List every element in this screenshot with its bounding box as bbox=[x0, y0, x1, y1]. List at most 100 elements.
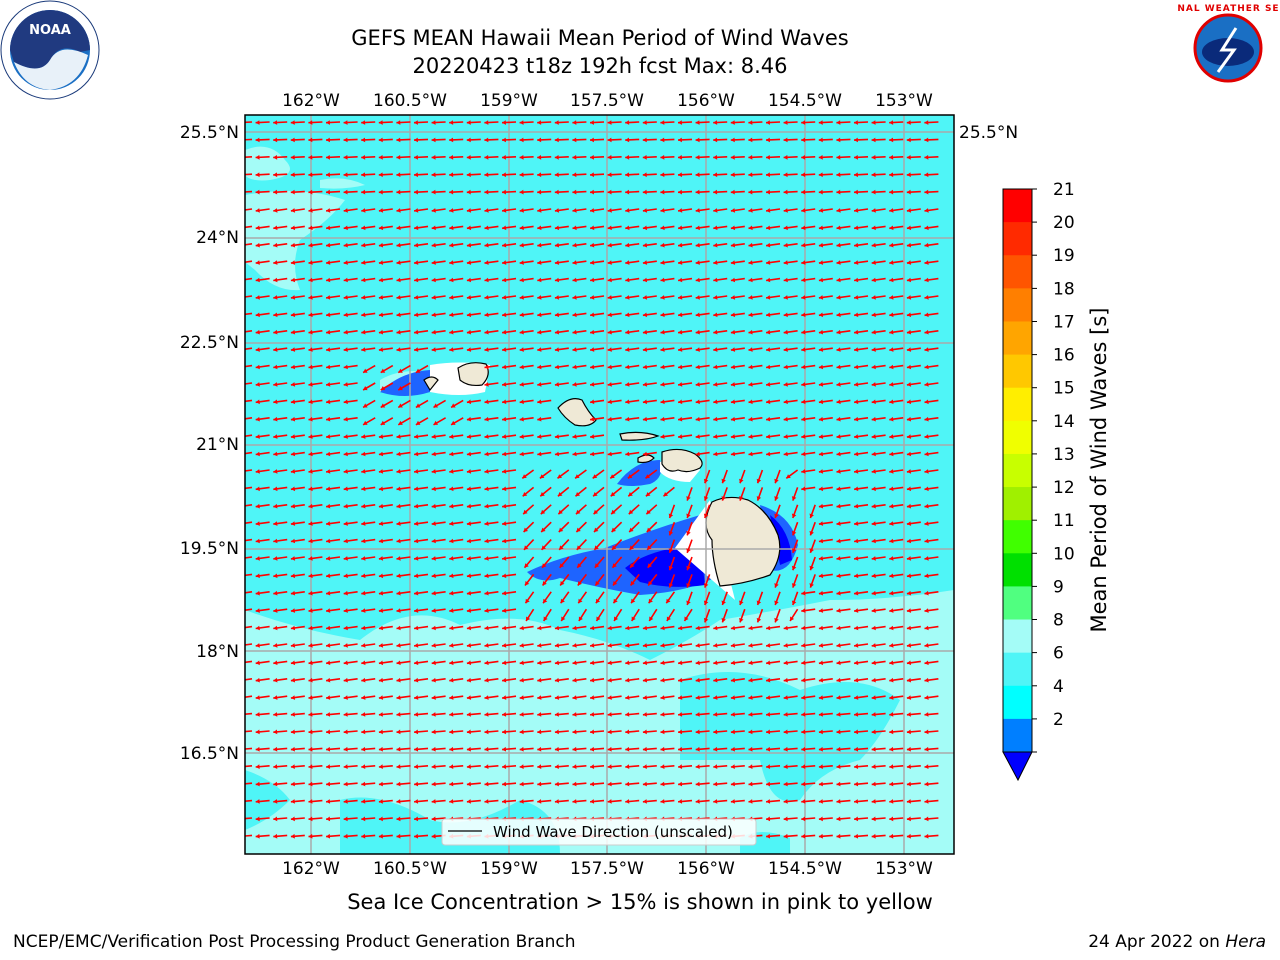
wind-wave-arrow-head bbox=[818, 712, 823, 717]
wind-wave-arrow-head bbox=[818, 260, 824, 265]
wind-wave-arrow-head bbox=[678, 295, 683, 300]
wind-wave-arrow-head bbox=[502, 260, 507, 265]
wind-wave-arrow-head bbox=[889, 469, 894, 474]
wind-wave-arrow-head bbox=[607, 416, 612, 422]
wind-wave-arrow-head bbox=[519, 277, 524, 283]
wind-wave-arrow-head bbox=[415, 403, 421, 408]
wind-wave-arrow-head bbox=[414, 746, 419, 752]
wind-wave-arrow-head bbox=[594, 563, 600, 568]
wind-wave-arrow-head bbox=[238, 278, 242, 283]
wind-wave-arrow-head bbox=[484, 712, 489, 717]
wind-wave-arrow-head bbox=[871, 573, 876, 579]
wind-wave-arrow-head bbox=[572, 799, 577, 804]
wind-wave-arrow-head bbox=[572, 746, 577, 752]
wind-wave-arrow-head bbox=[625, 312, 630, 318]
wind-wave-arrow-head bbox=[791, 513, 797, 518]
wind-wave-arrow-head bbox=[590, 799, 595, 804]
wind-wave-arrow-head bbox=[537, 260, 542, 265]
wind-wave-arrow-head bbox=[554, 155, 559, 160]
wind-wave-arrow-head bbox=[378, 329, 384, 335]
wind-wave-arrow-head bbox=[871, 590, 876, 596]
wind-wave-arrow-head bbox=[889, 573, 894, 579]
wind-wave-arrow-head bbox=[783, 434, 788, 439]
wind-wave-arrow-head bbox=[502, 329, 507, 335]
wind-wave-arrow-head bbox=[449, 503, 454, 509]
wind-wave-arrow-head bbox=[906, 451, 912, 457]
lat-label: 18°N bbox=[196, 642, 239, 662]
wind-wave-arrow-head bbox=[889, 260, 894, 265]
wind-wave-arrow-head bbox=[431, 172, 436, 178]
wind-wave-arrow-head bbox=[607, 172, 612, 178]
wind-wave-arrow-head bbox=[660, 660, 665, 666]
wind-wave-arrow-head bbox=[660, 242, 665, 248]
wind-wave-arrow-head bbox=[924, 695, 929, 700]
wind-wave-arrow-head bbox=[703, 617, 709, 623]
wind-wave-arrow-head bbox=[748, 643, 753, 648]
wind-wave-arrow-head bbox=[273, 746, 278, 752]
wind-wave-arrow-head bbox=[713, 208, 718, 213]
wind-wave-arrow-head bbox=[449, 155, 454, 160]
wind-wave-arrow-head bbox=[255, 486, 260, 492]
wind-wave-arrow-head bbox=[818, 137, 823, 143]
wind-wave-arrow-head bbox=[801, 295, 806, 300]
wind-wave-arrow-head bbox=[537, 172, 542, 178]
wind-wave-arrow-head bbox=[451, 420, 456, 425]
wind-wave-arrow-head bbox=[854, 625, 859, 631]
wind-wave-arrow-head bbox=[361, 573, 366, 579]
wind-wave-arrow-head bbox=[924, 816, 929, 822]
wind-wave-arrow-head bbox=[906, 590, 912, 596]
wind-wave-arrow-head bbox=[343, 225, 348, 231]
wind-wave-arrow-head bbox=[554, 695, 560, 700]
wind-wave-arrow-head bbox=[255, 816, 260, 822]
wind-wave-arrow-head bbox=[854, 364, 859, 370]
wind-wave-arrow-head bbox=[466, 225, 472, 231]
wind-wave-arrow-head bbox=[871, 382, 876, 387]
wind-wave-arrow-head bbox=[431, 486, 436, 492]
wind-wave-arrow-head bbox=[273, 573, 278, 579]
wind-wave-arrow-head bbox=[924, 608, 929, 613]
wind-wave-arrow-head bbox=[466, 295, 472, 300]
wind-wave-arrow-head bbox=[572, 625, 577, 631]
wind-wave-arrow-head bbox=[730, 764, 735, 769]
colorbar-tick-label: 8 bbox=[1053, 611, 1064, 631]
wind-wave-arrow-head bbox=[906, 764, 911, 769]
wind-wave-arrow-head bbox=[703, 583, 709, 588]
wind-wave-arrow-head bbox=[396, 242, 401, 248]
wind-wave-arrow-head bbox=[678, 225, 683, 231]
wind-wave-arrow-head bbox=[686, 496, 691, 501]
island-kauai bbox=[457, 362, 489, 387]
wind-wave-arrow-head bbox=[484, 608, 489, 613]
wind-wave-arrow-head bbox=[906, 382, 912, 387]
wind-wave-arrow-head bbox=[343, 833, 348, 839]
wind-wave-arrow-head bbox=[818, 208, 824, 213]
wind-wave-arrow-head bbox=[575, 474, 580, 479]
wind-wave-arrow-head bbox=[572, 329, 577, 335]
wind-wave-arrow-head bbox=[607, 277, 612, 283]
wind-wave-arrow-head bbox=[783, 816, 788, 822]
wind-wave-arrow-head bbox=[378, 695, 384, 700]
wind-wave-arrow-head bbox=[713, 295, 718, 300]
lon-label: 162°W bbox=[282, 91, 340, 111]
wind-wave-arrow-head bbox=[625, 781, 630, 787]
wind-wave-arrow-head bbox=[290, 120, 295, 125]
wind-wave-arrow-head bbox=[906, 225, 912, 231]
wind-wave-arrow-head bbox=[748, 712, 753, 717]
wind-wave-arrow-head bbox=[766, 625, 771, 631]
wind-wave-arrow-head bbox=[308, 137, 313, 143]
wind-wave-arrow-head bbox=[854, 729, 859, 735]
wind-wave-arrow-head bbox=[889, 486, 894, 492]
wind-wave-arrow-head bbox=[836, 416, 841, 422]
wind-wave-arrow-head bbox=[766, 260, 771, 265]
wind-wave-arrow-head bbox=[537, 382, 542, 387]
wind-wave-arrow-head bbox=[326, 712, 331, 717]
wind-wave-arrow-head bbox=[396, 538, 401, 544]
wind-wave-arrow-head bbox=[660, 643, 665, 648]
wind-wave-arrow-head bbox=[642, 764, 647, 769]
wind-wave-arrow-head bbox=[818, 295, 824, 300]
wind-wave-arrow-head bbox=[774, 583, 779, 588]
wind-wave-arrow-head bbox=[642, 242, 648, 248]
wind-wave-arrow-head bbox=[290, 608, 296, 613]
wind-wave-arrow-head bbox=[396, 295, 401, 300]
